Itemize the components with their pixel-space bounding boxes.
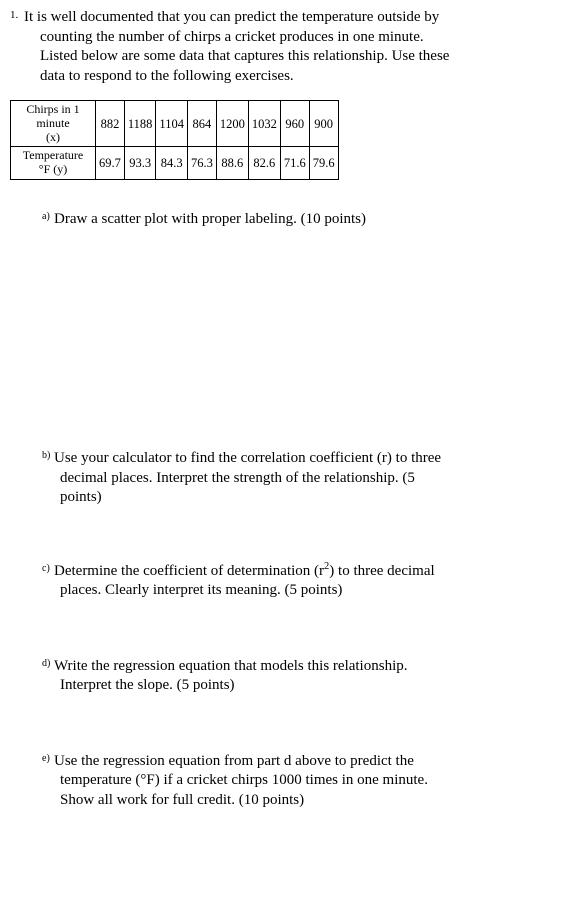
- row-header-y-l1: Temperature: [23, 148, 83, 162]
- data-table: Chirps in 1 minute (x) 882 1188 1104 864…: [10, 100, 339, 180]
- cell-x-5: 1032: [248, 101, 280, 147]
- row-header-y: Temperature °F (y): [11, 147, 96, 180]
- question-number: 1.: [10, 8, 24, 22]
- part-e-l2: temperature (°F) if a cricket chirps 100…: [60, 771, 573, 791]
- part-d-label: d): [42, 657, 54, 670]
- answer-space-c: [10, 601, 583, 657]
- part-d-l2: Interpret the slope. (5 points): [60, 676, 573, 696]
- intro-line-2: counting the number of chirps a cricket …: [40, 28, 583, 48]
- intro-line-1: It is well documented that you can predi…: [24, 9, 439, 25]
- part-e-l1: Use the regression equation from part d …: [54, 753, 414, 769]
- row-header-x-l3: (x): [46, 130, 60, 144]
- part-b-l1: Use your calculator to find the correlat…: [54, 450, 441, 466]
- part-e-label: e): [42, 752, 54, 765]
- part-a: a)Draw a scatter plot with proper labeli…: [42, 210, 573, 230]
- cell-x-2: 1104: [156, 101, 188, 147]
- row-header-y-l2: °F (y): [39, 162, 67, 176]
- cell-y-4: 88.6: [216, 147, 248, 180]
- part-e-l3: Show all work for full credit. (10 point…: [60, 791, 573, 811]
- part-c-l2: places. Clearly interpret its meaning. (…: [60, 581, 573, 601]
- part-d: d)Write the regression equation that mod…: [42, 657, 573, 696]
- row-header-x: Chirps in 1 minute (x): [11, 101, 96, 147]
- table-row: Temperature °F (y) 69.7 93.3 84.3 76.3 8…: [11, 147, 339, 180]
- cell-x-0: 882: [96, 101, 125, 147]
- worksheet-page: 1.It is well documented that you can pre…: [0, 0, 587, 830]
- part-c-l1: Determine the coefficient of determinati…: [54, 563, 435, 579]
- part-b-label: b): [42, 449, 54, 462]
- answer-space-d: [10, 696, 583, 752]
- part-b-l3: points): [60, 488, 573, 508]
- answer-space-b: [10, 508, 583, 562]
- cell-y-6: 71.6: [280, 147, 309, 180]
- cell-y-5: 82.6: [248, 147, 280, 180]
- intro-line-4: data to respond to the following exercis…: [40, 67, 583, 87]
- cell-y-3: 76.3: [187, 147, 216, 180]
- cell-y-2: 84.3: [156, 147, 188, 180]
- part-c-l1-pre: Determine the coefficient of determinati…: [54, 563, 324, 579]
- part-d-l1: Write the regression equation that model…: [54, 658, 407, 674]
- cell-x-3: 864: [187, 101, 216, 147]
- intro-line-3: Listed below are some data that captures…: [40, 47, 583, 67]
- row-header-x-l2: minute: [36, 116, 69, 130]
- part-b-l2: decimal places. Interpret the strength o…: [60, 469, 573, 489]
- question-intro: 1.It is well documented that you can pre…: [10, 8, 583, 86]
- cell-y-0: 69.7: [96, 147, 125, 180]
- cell-y-1: 93.3: [124, 147, 156, 180]
- part-a-text: Draw a scatter plot with proper labeling…: [54, 211, 366, 227]
- part-b: b)Use your calculator to find the correl…: [42, 449, 573, 508]
- part-c-label: c): [42, 562, 54, 575]
- cell-x-6: 960: [280, 101, 309, 147]
- cell-y-7: 79.6: [309, 147, 338, 180]
- part-c-l1-post: ) to three decimal: [329, 563, 434, 579]
- part-e: e)Use the regression equation from part …: [42, 752, 573, 811]
- cell-x-7: 900: [309, 101, 338, 147]
- part-c: c)Determine the coefficient of determina…: [42, 562, 573, 601]
- cell-x-1: 1188: [124, 101, 156, 147]
- table-row: Chirps in 1 minute (x) 882 1188 1104 864…: [11, 101, 339, 147]
- row-header-x-l1: Chirps in 1: [26, 102, 79, 116]
- part-a-label: a): [42, 210, 54, 223]
- cell-x-4: 1200: [216, 101, 248, 147]
- answer-space-a: [10, 229, 583, 449]
